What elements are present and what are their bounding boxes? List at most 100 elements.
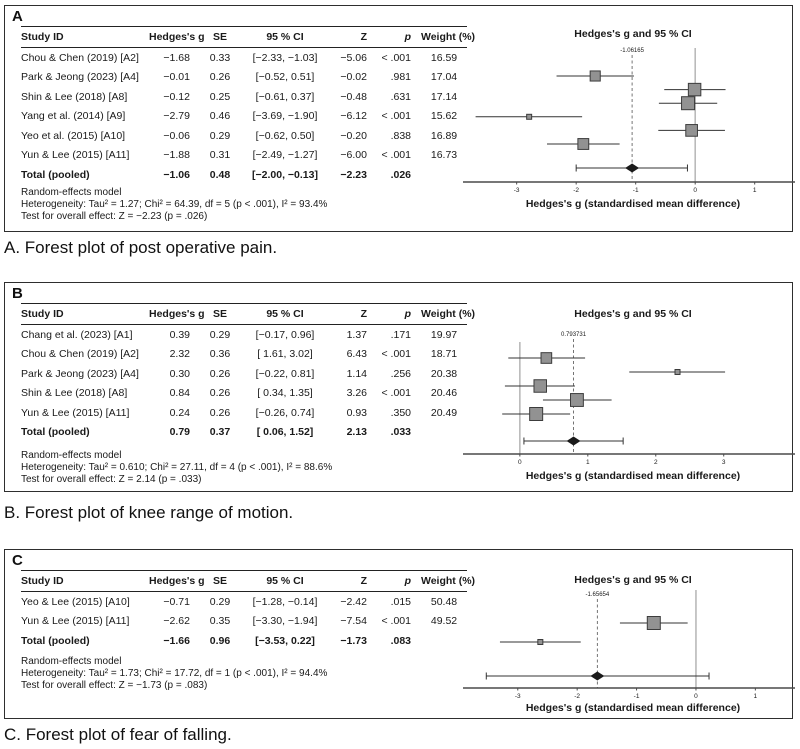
table-cell: −2.23 — [340, 168, 367, 181]
table-cell: −1.68 — [163, 51, 190, 64]
table-cell: 0.26 — [209, 387, 231, 399]
table-cell: .171 — [390, 328, 411, 341]
table-cell: 2.13 — [346, 426, 367, 438]
x-axis-tick-label: -2 — [573, 187, 579, 194]
pooled-estimate-label: -1.65654 — [586, 592, 610, 598]
column-header: SE — [201, 26, 239, 48]
x-axis-title: Hedges's g (standardised mean difference… — [526, 702, 740, 714]
table-cell: Chou & Chen (2019) [A2] — [21, 51, 139, 64]
table-cell: 0.26 — [209, 71, 231, 83]
table-cell: −0.48 — [340, 90, 367, 103]
table-cell: 0.29 — [209, 129, 231, 142]
plot-title: Hedges's g and 95 % CI — [574, 28, 692, 40]
study-weight-marker — [533, 379, 547, 393]
table-cell: < .001 — [381, 110, 412, 122]
table-cell: [−0.52, 0.51] — [255, 71, 315, 83]
x-axis-tick-label: 0 — [693, 187, 697, 194]
table-cell: 0.46 — [209, 110, 231, 122]
note-line: Test for overall effect: Z = 2.14 (p = .… — [21, 474, 202, 485]
pooled-diamond — [590, 671, 605, 681]
x-axis-tick-label: -3 — [514, 187, 520, 194]
table-cell: −0.06 — [163, 129, 190, 142]
table-cell: −6.00 — [340, 149, 367, 161]
table-cell: .981 — [390, 71, 411, 83]
x-axis-tick-label: 1 — [754, 693, 758, 700]
column-header: Hedges's g — [149, 26, 205, 48]
note-line: Test for overall effect: Z = −1.73 (p = … — [21, 680, 208, 691]
study-weight-marker — [577, 138, 590, 150]
x-axis-tick-label: -3 — [515, 693, 521, 700]
table-cell: [−2.49, −1.27] — [252, 149, 318, 161]
note-line: Heterogeneity: Tau² = 1.73; Chi² = 17.72… — [21, 668, 328, 679]
column-header: Z — [331, 303, 377, 325]
model-notes-a: Random-effects model Heterogeneity: Tau² … — [21, 187, 327, 223]
study-weight-marker — [529, 407, 544, 421]
forest-plot-c: Hedges's g and 95 % CI -1.65654 -3 -2 -1 0 1 He… — [463, 574, 795, 714]
table-cell: Park & Jeong (2023) [A4] — [21, 367, 139, 380]
table-cell: 16.59 — [430, 51, 458, 64]
pooled-diamond — [625, 163, 640, 173]
note-line: Random-effects model — [21, 187, 122, 198]
table-cell: [−0.22, 0.81] — [255, 367, 315, 380]
study-weight-marker — [570, 393, 584, 407]
column-header: Z — [331, 26, 377, 48]
table-cell: Park & Jeong (2023) [A4] — [21, 71, 139, 83]
table-cell: −0.02 — [340, 71, 367, 83]
table-row: Park & Jeong (2023) [A4] −0.01 0.26 [−0.52,… — [21, 68, 467, 88]
table-cell: 0.37 — [209, 426, 231, 438]
table-cell: Yang et al. (2014) [A9] — [21, 110, 126, 122]
table-cell: [−0.17, 0.96] — [255, 328, 315, 341]
table-row: Yeo et al. (2015) [A10] −0.06 0.29 [−0.62, … — [21, 126, 467, 146]
x-axis-tick-label: 2 — [654, 459, 658, 466]
x-axis-tick-label: 0 — [694, 693, 698, 700]
table-cell: 19.97 — [430, 328, 458, 341]
column-header: Study ID — [21, 570, 149, 592]
table-cell: < .001 — [381, 348, 412, 360]
study-weight-marker — [589, 70, 601, 82]
note-line: Test for overall effect: Z = −2.23 (p = … — [21, 211, 208, 222]
table-cell: 0.39 — [169, 328, 190, 341]
table-cell: −1.66 — [163, 634, 190, 647]
study-weight-marker — [646, 616, 661, 630]
table-cell: Shin & Lee (2018) [A8] — [21, 90, 128, 103]
note-line: Random-effects model — [21, 656, 122, 667]
table-cell: 0.26 — [209, 406, 231, 419]
table-cell: 17.14 — [430, 90, 458, 103]
table-cell: 0.26 — [209, 367, 231, 380]
table-cell: .350 — [390, 406, 411, 419]
column-header: Study ID — [21, 303, 149, 325]
table-cell: 1.37 — [346, 328, 367, 341]
table-cell: 0.79 — [169, 426, 190, 438]
table-cell: .026 — [390, 168, 411, 181]
panel-label-a: A — [12, 8, 23, 25]
table-cell: 18.71 — [430, 348, 458, 360]
pooled-estimate-label: -1.06165 — [620, 48, 644, 54]
table-row: Shin & Lee (2018) [A8] −0.12 0.25 [−0.61, 0… — [21, 87, 467, 107]
note-line: Heterogeneity: Tau² = 1.27; Chi² = 64.39… — [21, 199, 328, 210]
table-cell: −0.01 — [163, 71, 190, 83]
table-cell: 16.89 — [430, 129, 458, 142]
column-header: 95 % CI — [239, 570, 331, 592]
table-cell: .631 — [390, 90, 411, 103]
table-cell: [−0.61, 0.37] — [255, 90, 315, 103]
table-cell: 16.73 — [430, 149, 458, 161]
x-axis-tick-label: 1 — [753, 187, 757, 194]
table-cell: [−1.28, −0.14] — [252, 595, 318, 608]
panel-label-b: B — [12, 285, 23, 302]
x-axis-tick-label: 3 — [722, 459, 726, 466]
table-row: Park & Jeong (2023) [A4] 0.30 0.26 [−0.22, … — [21, 364, 467, 384]
table-row: Yun & Lee (2015) [A11] −2.62 0.35 [−3.30, −… — [21, 612, 467, 632]
table-cell: Chang et al. (2023) [A1] — [21, 328, 133, 341]
table-cell: .015 — [390, 595, 411, 608]
plot-title: Hedges's g and 95 % CI — [574, 574, 692, 586]
table-cell: 0.24 — [169, 406, 190, 419]
table-cell: [ 1.61, 3.02] — [257, 348, 313, 360]
table-cell: Total (pooled) — [21, 426, 90, 438]
table-cell: 0.84 — [169, 387, 190, 399]
column-header: Z — [331, 570, 377, 592]
